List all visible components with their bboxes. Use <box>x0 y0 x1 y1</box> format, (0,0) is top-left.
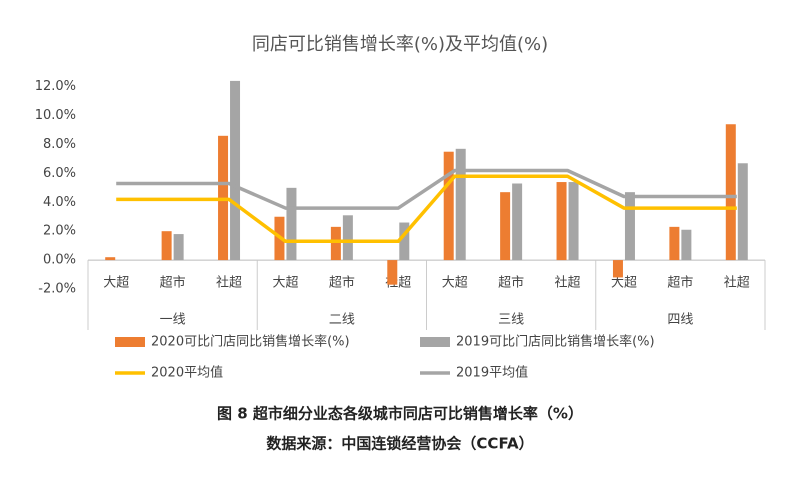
y-tick-label: 10.0% <box>35 108 76 123</box>
group-label: 三线 <box>498 313 524 328</box>
bar <box>387 260 398 285</box>
group-label: 二线 <box>329 313 355 328</box>
bar <box>500 192 511 261</box>
y-tick-label: 6.0% <box>43 166 76 181</box>
bar <box>173 234 184 261</box>
bar <box>624 192 635 261</box>
x-tick-label: 大超 <box>442 276 468 291</box>
bar <box>455 148 466 261</box>
y-tick-label: 8.0% <box>43 137 76 152</box>
legend-swatch <box>420 337 450 347</box>
group-label: 四线 <box>667 313 693 328</box>
x-tick-label: 超市 <box>498 275 524 291</box>
x-tick-label: 社超 <box>555 275 581 291</box>
bar <box>725 124 736 261</box>
bar <box>681 229 692 261</box>
legend-label: 2020平均值 <box>151 365 223 381</box>
legend-label: 2019可比门店同比销售增长率(%) <box>456 334 655 350</box>
y-tick-label: 12.0% <box>35 79 76 94</box>
bar <box>568 182 579 261</box>
bar <box>737 163 748 261</box>
x-tick-label: 大超 <box>103 276 129 291</box>
bar <box>399 222 410 261</box>
source: 数据来源：中国连锁经营协会（CCFA） <box>266 435 533 453</box>
y-tick-label: 2.0% <box>43 224 76 239</box>
avg-line <box>116 168 737 210</box>
bar <box>612 260 623 278</box>
bar <box>669 226 680 261</box>
bar <box>512 183 523 261</box>
legend-label: 2020可比门店同比销售增长率(%) <box>151 334 350 350</box>
legend-swatch <box>115 337 145 347</box>
avg-line <box>116 174 737 244</box>
bar <box>443 151 454 261</box>
y-tick-label: 4.0% <box>43 195 76 210</box>
x-tick-label: 社超 <box>216 275 242 291</box>
chart-title: 同店可比销售增长率(%)及平均值(%) <box>252 34 548 55</box>
x-tick-label: 社超 <box>724 275 750 291</box>
group-label: 一线 <box>160 313 186 328</box>
y-tick-label: -2.0% <box>38 282 76 297</box>
x-tick-label: 大超 <box>272 276 298 291</box>
x-tick-label: 大超 <box>611 276 637 291</box>
x-tick-label: 超市 <box>329 275 355 291</box>
x-tick-label: 超市 <box>160 275 186 291</box>
bar <box>556 182 567 261</box>
legend-label: 2019平均值 <box>456 365 528 381</box>
bar <box>330 226 341 261</box>
caption: 图 8 超市细分业态各级城市同店可比销售增长率（%） <box>217 405 583 423</box>
bar <box>105 257 116 261</box>
bar <box>342 215 353 261</box>
y-tick-label: 0.0% <box>43 253 76 268</box>
bar <box>286 187 297 261</box>
bar <box>161 231 172 261</box>
bar <box>230 80 241 261</box>
x-tick-label: 超市 <box>667 275 693 291</box>
